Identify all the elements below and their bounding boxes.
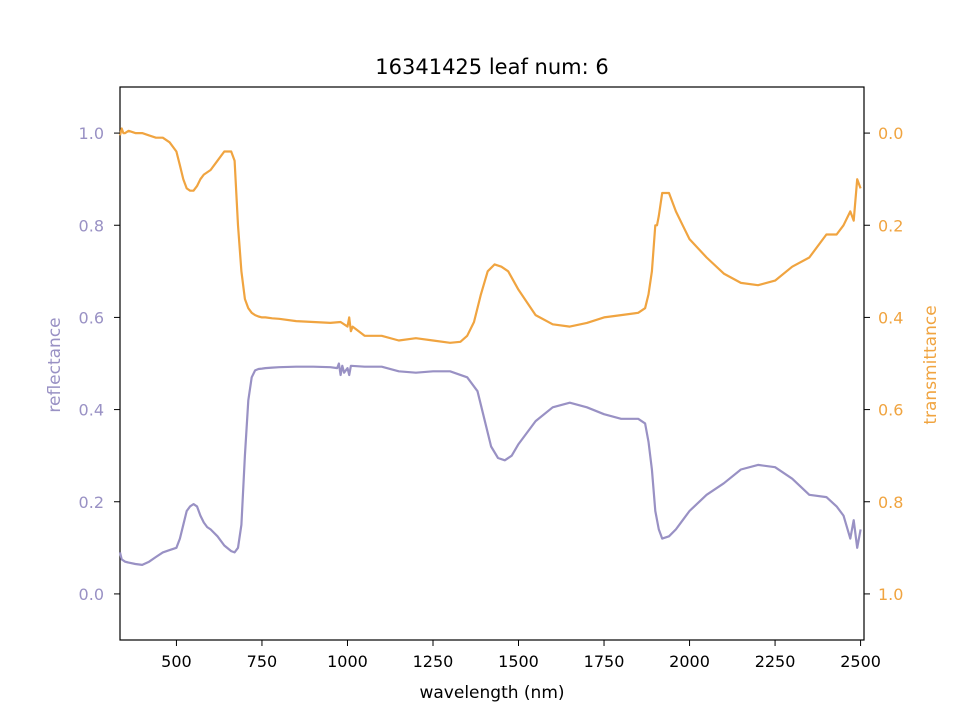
right-axis-label: transmittance [921, 305, 941, 424]
plot-frame [119, 86, 865, 641]
left-tick-label: 1.0 [79, 124, 104, 143]
left-tick-label: 0.8 [79, 216, 104, 235]
x-tick-label: 2250 [755, 652, 796, 671]
right-tick-label: 0.8 [878, 493, 903, 512]
x-axis: 500 750 1000 1250 1500 1750 2000 2250 2500 [161, 640, 881, 671]
x-tick-label: 2500 [840, 652, 881, 671]
right-tick-label: 0.6 [878, 401, 903, 420]
x-tick-label: 1250 [413, 652, 454, 671]
x-tick-label: 500 [161, 652, 192, 671]
reflectance-line [118, 362, 862, 566]
plot-border [119, 86, 865, 641]
chart-title: 16341425 leaf num: 6 [375, 55, 608, 79]
transmittance-line [118, 127, 862, 344]
x-tick-label: 750 [247, 652, 278, 671]
x-tick-label: 2000 [669, 652, 710, 671]
x-tick-label: 1750 [584, 652, 625, 671]
x-tick-label: 1500 [498, 652, 539, 671]
left-axis-label: reflectance [45, 317, 65, 412]
right-tick-label: 0.4 [878, 308, 903, 327]
right-axis: 0.0 0.2 0.4 0.6 0.8 1.0 [864, 124, 903, 604]
right-tick-label: 1.0 [878, 585, 903, 604]
left-tick-label: 0.6 [79, 308, 104, 327]
left-axis: 0.0 0.2 0.4 0.6 0.8 1.0 [79, 124, 120, 604]
left-tick-label: 0.2 [79, 493, 104, 512]
right-tick-label: 0.0 [878, 124, 903, 143]
x-axis-label: wavelength (nm) [419, 683, 564, 703]
right-tick-label: 0.2 [878, 216, 903, 235]
series-layer [118, 127, 862, 566]
left-tick-label: 0.0 [79, 585, 104, 604]
x-tick-label: 1000 [327, 652, 368, 671]
left-tick-label: 0.4 [79, 401, 104, 420]
